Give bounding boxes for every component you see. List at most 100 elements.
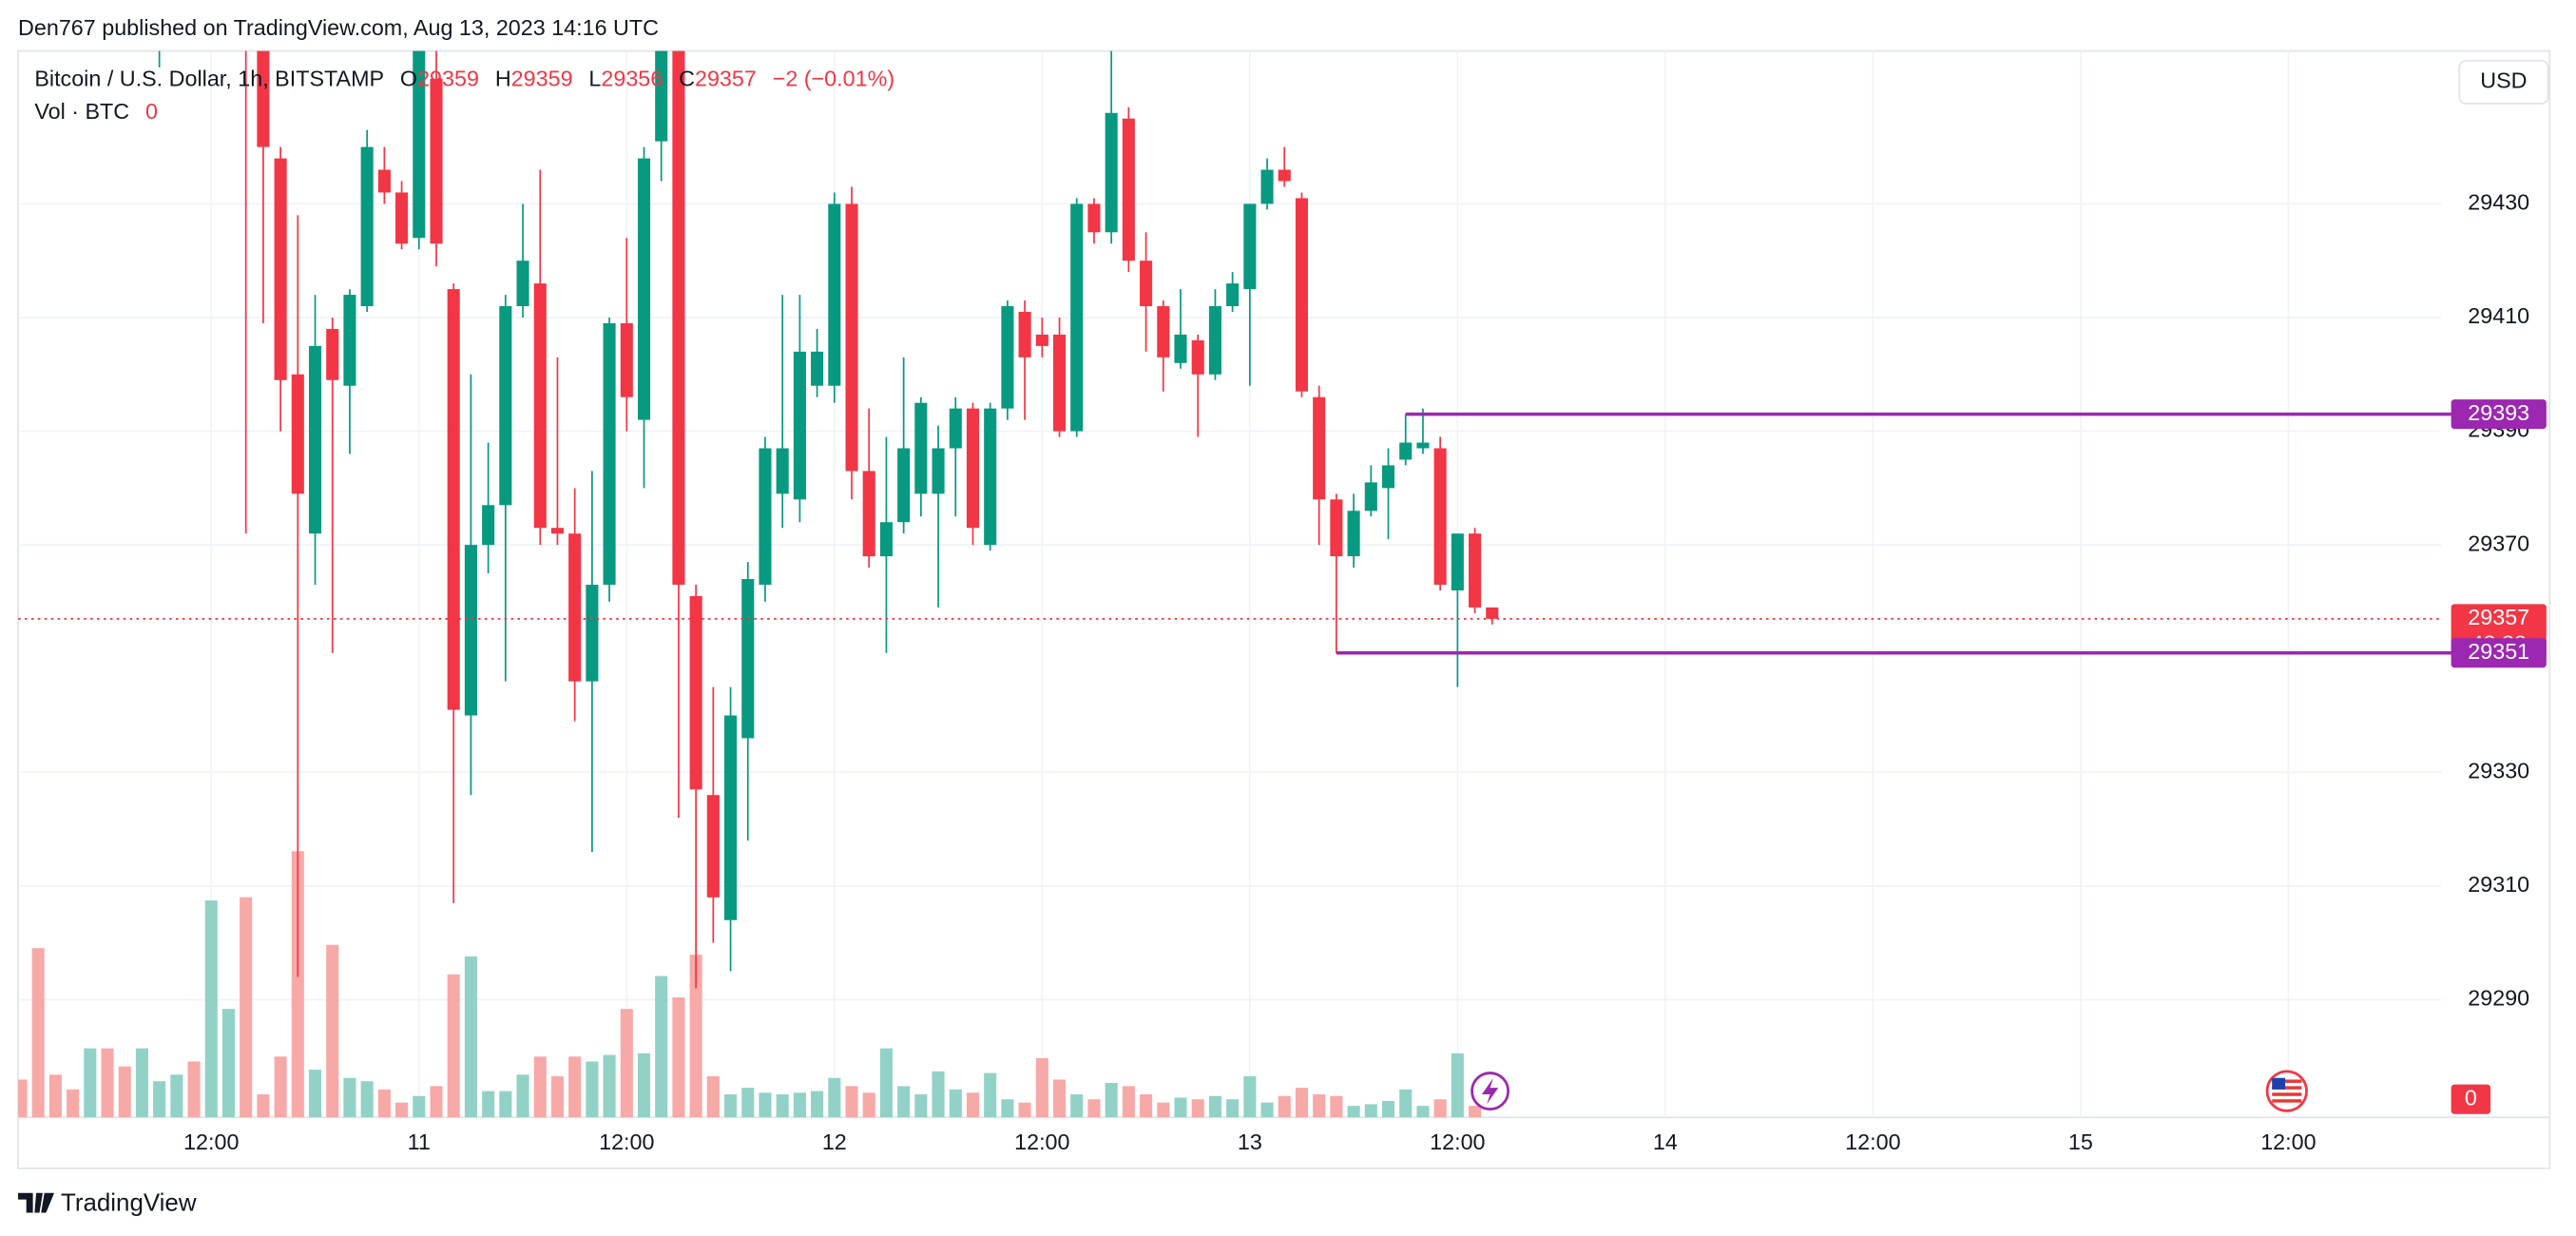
volume-bar — [326, 944, 339, 1118]
volume-bar — [1070, 1094, 1084, 1118]
volume-bar — [1018, 1102, 1031, 1118]
volume-bar — [1243, 1076, 1257, 1118]
volume-bar — [1295, 1088, 1309, 1118]
candle-body — [1364, 482, 1377, 512]
y-tick-label: 29310 — [2468, 872, 2529, 897]
candle-body — [1381, 465, 1395, 489]
volume-scale-label: 0 — [2465, 1085, 2477, 1110]
volume-bar — [550, 1076, 564, 1118]
candle-body — [377, 169, 391, 193]
volume-bar — [377, 1089, 391, 1118]
volume-bar — [793, 1092, 806, 1118]
candle-body — [291, 374, 304, 494]
flag-stripe — [2272, 1099, 2302, 1103]
brand-logo[interactable] — [18, 1192, 55, 1213]
volume-bar — [360, 1081, 374, 1118]
candle-body — [811, 351, 824, 386]
volume-bar — [1191, 1099, 1204, 1118]
legend: Bitcoin / U.S. Dollar, 1h, BITSTAMP O293… — [34, 67, 894, 125]
candle-body — [1001, 306, 1014, 409]
volume-bar — [67, 1089, 80, 1118]
volume-bar — [862, 1092, 875, 1118]
events-icon[interactable] — [1471, 1072, 1509, 1110]
flag-stripe — [2272, 1079, 2302, 1083]
ohlc-letter: C — [679, 67, 695, 91]
volume-bar — [759, 1092, 772, 1118]
volume-bar — [1399, 1089, 1413, 1118]
candle-body — [1278, 169, 1291, 182]
ohlc-letter: L — [588, 67, 601, 91]
currency-button-bg[interactable] — [2458, 60, 2549, 105]
x-tick-label: 12:00 — [1014, 1130, 1069, 1154]
y-tick-label: 29430 — [2468, 190, 2529, 215]
candle-body — [620, 322, 633, 397]
brand[interactable]: TradingView — [18, 1190, 197, 1217]
candle-body — [568, 533, 582, 682]
candle-body — [1295, 198, 1309, 392]
candle-body — [516, 261, 529, 307]
volume-bar — [343, 1077, 356, 1118]
candle-body — [1313, 396, 1326, 500]
volume-bar — [170, 1074, 183, 1118]
volume-bar — [274, 1056, 287, 1118]
volume-bar — [949, 1089, 962, 1118]
y-tick-label: 29410 — [2468, 303, 2529, 328]
volume-bar — [464, 956, 477, 1118]
volume-bar — [603, 1054, 616, 1118]
volume-bar — [413, 1095, 426, 1118]
volume-bar — [221, 1009, 236, 1118]
x-tick-label: 13 — [1238, 1130, 1262, 1154]
candle-body — [689, 595, 702, 790]
volume-bar — [1416, 1106, 1430, 1118]
volume-bar — [101, 1048, 114, 1118]
volume-bar — [1330, 1095, 1343, 1118]
axes: 12:00 11 12:00 12 12:00 13 12:00 14 12:00 15 12:00… — [183, 190, 2529, 1154]
flag-stripe — [2272, 1086, 2302, 1090]
volume-bar — [187, 1061, 201, 1118]
candle-body — [1140, 261, 1153, 307]
candle-body — [499, 306, 512, 506]
currency-label[interactable]: USD — [2480, 68, 2527, 93]
x-tick-label: 12 — [822, 1130, 847, 1154]
volume-bar — [84, 1048, 97, 1118]
volume-bar — [776, 1094, 789, 1118]
candle-body — [430, 78, 443, 244]
candle-body — [464, 545, 477, 716]
candle-body — [533, 283, 547, 529]
volume-bar — [1140, 1094, 1153, 1118]
candle-body — [482, 505, 495, 546]
x-tick-label: 12:00 — [1845, 1130, 1900, 1154]
candle-body — [1174, 334, 1187, 363]
economic-event-flag[interactable] — [2265, 1070, 2308, 1112]
candle-body — [1035, 334, 1048, 346]
candle-body — [1399, 442, 1413, 460]
candle-body — [1330, 499, 1343, 557]
volume-bar — [1157, 1102, 1170, 1118]
volume-bar — [568, 1056, 582, 1118]
volume-bar — [966, 1092, 980, 1118]
volume-bar — [672, 997, 685, 1118]
volume-bar — [1469, 1106, 1482, 1118]
candle-body — [1191, 339, 1204, 375]
volume-bar — [395, 1102, 409, 1118]
candle-body — [1208, 306, 1221, 375]
volume-bar — [499, 1091, 512, 1118]
volume-bar — [914, 1094, 928, 1118]
candle-body — [1053, 334, 1067, 432]
candle-body — [257, 50, 270, 147]
volume-bar — [1035, 1058, 1048, 1118]
volume-bar — [153, 1081, 166, 1118]
brand-name[interactable]: TradingView — [61, 1190, 197, 1217]
currency-button[interactable]: USD — [2458, 60, 2549, 105]
candle-body — [828, 203, 841, 386]
candle-body — [672, 50, 685, 585]
candle-body — [1018, 312, 1031, 357]
candle-body — [741, 579, 755, 739]
x-tick-label: 15 — [2068, 1130, 2093, 1154]
candle-body — [879, 522, 893, 557]
x-tick-label: 12:00 — [599, 1130, 654, 1154]
flag-canton — [2272, 1077, 2286, 1090]
candle-body — [1226, 283, 1240, 307]
volume-title: Vol · BTC — [34, 99, 129, 124]
